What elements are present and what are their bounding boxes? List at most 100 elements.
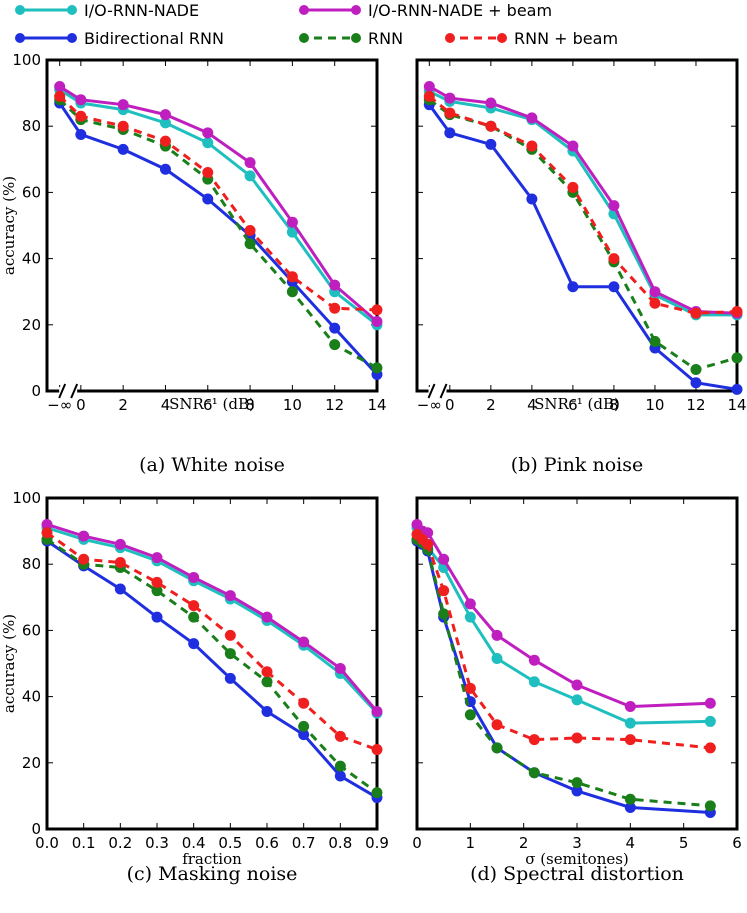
- legend-marker: [299, 5, 309, 15]
- x-tick-label: 2: [486, 396, 496, 414]
- data-point: [75, 110, 87, 122]
- x-axis-label: SNR⁻¹ (dB): [534, 395, 620, 413]
- data-point: [151, 585, 163, 597]
- panel-caption: (a) White noise: [139, 454, 285, 476]
- data-point: [704, 800, 716, 812]
- x-tick-label: 8: [245, 396, 255, 414]
- axis-break-mark: [70, 383, 79, 399]
- data-point: [491, 629, 503, 641]
- x-tick-label: 6: [732, 834, 742, 852]
- series-line: [58, 102, 379, 376]
- data-point: [286, 286, 298, 298]
- plot-frame: [415, 58, 739, 393]
- x-tick-label: 8: [609, 396, 619, 414]
- x-tick-label: 12: [686, 396, 705, 414]
- legend-entry: I/O-RNN-NADE + beam: [299, 1, 552, 20]
- x-tick-label: 14: [367, 396, 386, 414]
- data-point: [244, 157, 256, 169]
- series-line: [46, 538, 378, 794]
- data-point: [438, 585, 450, 597]
- series-rnn: [411, 533, 716, 812]
- data-point: [567, 181, 579, 193]
- x-tick-label: −∞: [417, 396, 442, 414]
- data-point: [41, 527, 53, 539]
- data-point: [334, 770, 346, 782]
- data-point: [731, 352, 743, 364]
- data-point: [329, 339, 341, 351]
- legend-entry: RNN: [299, 29, 403, 48]
- legend-marker: [351, 33, 361, 43]
- legend-marker: [351, 5, 361, 15]
- data-point: [624, 801, 636, 813]
- data-point: [371, 705, 383, 717]
- y-tick-label: 60: [22, 621, 41, 639]
- legend-marker: [67, 33, 77, 43]
- series-line: [428, 103, 738, 391]
- data-point: [571, 785, 583, 797]
- series-line: [428, 85, 738, 315]
- data-point: [485, 120, 497, 132]
- y-tick-label: 20: [22, 754, 41, 772]
- x-tick-label: 10: [645, 396, 664, 414]
- data-point: [438, 608, 450, 620]
- x-tick-label: 6: [203, 396, 213, 414]
- data-point: [704, 697, 716, 709]
- data-point: [202, 167, 214, 179]
- data-point: [244, 224, 256, 236]
- x-tick-label: 4: [161, 396, 171, 414]
- data-point: [423, 90, 435, 102]
- x-tick-label: 6: [568, 396, 578, 414]
- data-point: [151, 611, 163, 623]
- x-tick-label: 0.6: [255, 834, 279, 852]
- legend-label: I/O-RNN-NADE: [84, 1, 199, 20]
- data-point: [329, 279, 341, 291]
- data-point: [202, 193, 214, 205]
- data-point: [188, 638, 200, 650]
- data-point: [526, 112, 538, 124]
- chart-panel-b: −∞ 0 2 4 6 8 10 12 14 SNR⁻¹ (dB) (b) Pink noise: [415, 58, 747, 476]
- x-tick-label: 3: [572, 834, 582, 852]
- axis-break-gap: [428, 387, 447, 395]
- data-point: [571, 777, 583, 789]
- data-point: [75, 94, 87, 106]
- data-point: [371, 744, 383, 756]
- series-line: [428, 90, 737, 317]
- data-point: [485, 97, 497, 109]
- y-axis-label: accuracy (%): [0, 614, 18, 713]
- data-point: [649, 297, 661, 309]
- series-rnn-beam: [411, 528, 716, 754]
- data-point: [690, 377, 702, 389]
- x-tick-label: 0.4: [182, 834, 206, 852]
- legend-entry: RNN + beam: [445, 29, 618, 48]
- x-tick-label: 0.7: [292, 834, 316, 852]
- x-tick-label: 12: [325, 396, 344, 414]
- axis-break-gap: [59, 387, 78, 395]
- legend-label: I/O-RNN-NADE + beam: [368, 1, 552, 20]
- data-point: [41, 518, 53, 530]
- data-point: [485, 138, 497, 150]
- data-point: [298, 720, 310, 732]
- data-point: [54, 90, 66, 102]
- data-point: [261, 705, 273, 717]
- data-point: [438, 553, 450, 565]
- data-point: [261, 611, 273, 623]
- data-point: [244, 238, 256, 250]
- data-point: [608, 200, 620, 212]
- data-point: [286, 216, 298, 228]
- data-point: [117, 99, 129, 111]
- x-tick-label: 10: [283, 396, 302, 414]
- data-point: [571, 694, 583, 706]
- data-point: [202, 137, 214, 149]
- data-point: [334, 730, 346, 742]
- chart-panel-c: 0 20 40 60 80 100 0.0 0.1 0.2 0.3 0.4 0.5 0.6 0.7 0.8 0…: [0, 489, 389, 885]
- x-tick-label: 0.8: [328, 834, 352, 852]
- legend-entry: I/O-RNN-NADE: [15, 1, 199, 20]
- y-tick-label: 60: [22, 183, 41, 201]
- data-point: [731, 306, 743, 318]
- x-axis-label: SNR⁻¹ (dB): [169, 395, 255, 413]
- x-axis-label: σ (semitones): [525, 850, 629, 868]
- data-point: [114, 538, 126, 550]
- data-point: [78, 553, 90, 565]
- x-tick-label: 14: [727, 396, 746, 414]
- series-rnn-beam: [54, 90, 383, 316]
